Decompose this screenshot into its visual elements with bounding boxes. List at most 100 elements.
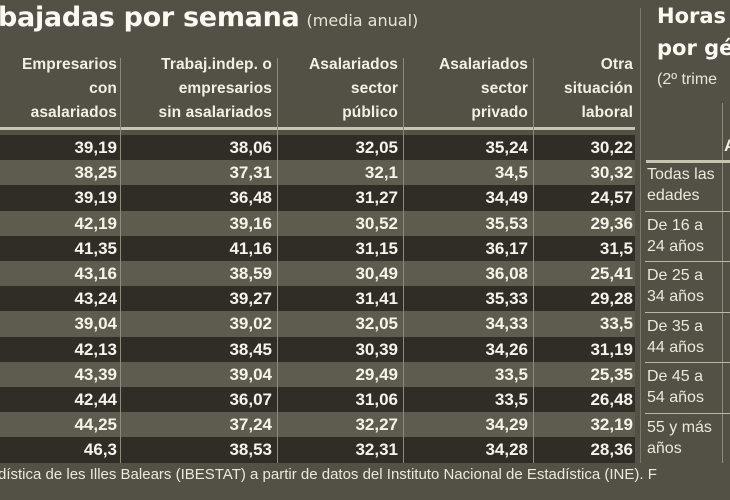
column-header-line: Asalariados bbox=[309, 56, 398, 73]
table-row: 43,24 39,27 31,41 35,33 29,28 bbox=[0, 286, 635, 312]
title-main: bajadas por semana bbox=[0, 2, 300, 33]
age-group-label-line: 44 años bbox=[647, 338, 704, 356]
column-header-line: Trabaj.indep. o bbox=[161, 56, 272, 73]
column-header: Otra situación laboral bbox=[535, 53, 633, 127]
table-cell: 31,06 bbox=[355, 390, 398, 409]
age-group-label-line: De 45 a bbox=[647, 368, 704, 385]
column-divider bbox=[533, 58, 534, 463]
column-header: Empresarios con asalariados bbox=[0, 53, 117, 127]
table-cell: 29,49 bbox=[355, 364, 398, 384]
table-cell: 31,19 bbox=[590, 339, 633, 359]
table-cell: 29,28 bbox=[590, 289, 633, 309]
age-group-label-line: De 16 a bbox=[647, 216, 704, 234]
age-group-rule bbox=[645, 261, 730, 262]
table-row: 44,25 37,24 32,27 34,29 32,19 bbox=[0, 412, 635, 438]
table-cell: 35,53 bbox=[485, 213, 528, 233]
table-cell: 36,48 bbox=[229, 188, 272, 208]
table-cell: 32,05 bbox=[355, 314, 398, 334]
table-cell: 39,02 bbox=[229, 314, 272, 334]
table-cell: 41,35 bbox=[74, 238, 117, 258]
age-group-label-line: Todas las bbox=[647, 166, 715, 183]
table-cell: 31,41 bbox=[355, 289, 398, 309]
table-cell: 31,27 bbox=[355, 188, 398, 208]
table-cell: 34,33 bbox=[485, 314, 528, 334]
table-cell: 46,3 bbox=[83, 440, 117, 460]
table-cell: 33,5 bbox=[599, 314, 633, 334]
table-cell: 42,19 bbox=[74, 213, 117, 233]
table-cell: 39,04 bbox=[74, 314, 117, 334]
table-cell: 30,22 bbox=[590, 138, 633, 157]
column-header-line: público bbox=[342, 104, 398, 121]
table-cell: 32,27 bbox=[355, 415, 398, 435]
column-divider bbox=[403, 58, 404, 463]
table-cell: 38,25 bbox=[74, 163, 117, 183]
table-cell: 30,49 bbox=[355, 264, 398, 283]
table-cell: 32,05 bbox=[355, 138, 398, 157]
column-header-line: Empresarios bbox=[21, 56, 117, 73]
table-cell: 42,13 bbox=[74, 339, 117, 359]
column-header-line: sin asalariados bbox=[158, 104, 272, 121]
table-cell: 36,17 bbox=[485, 238, 528, 258]
table-cell: 38,53 bbox=[229, 440, 272, 460]
column-header: Asalariados sector público bbox=[279, 53, 398, 127]
table-cell: 32,19 bbox=[590, 415, 633, 435]
table-cell: 34,28 bbox=[485, 440, 528, 460]
age-group-rule bbox=[645, 210, 730, 212]
table-cell: 43,16 bbox=[74, 264, 117, 283]
table-cell: 36,08 bbox=[485, 264, 528, 283]
table-cell: 39,04 bbox=[229, 364, 272, 384]
table-cell: 34,26 bbox=[485, 339, 528, 359]
age-group-label-line: 55 y más bbox=[647, 418, 712, 436]
age-group-rule bbox=[645, 311, 730, 313]
table-row: 39,19 36,48 31,27 34,49 24,57 bbox=[0, 185, 635, 211]
column-divider bbox=[277, 58, 278, 463]
age-group-label-line: 34 años bbox=[647, 288, 704, 305]
column-divider bbox=[120, 58, 121, 463]
column-header: Asalariados sector privado bbox=[405, 53, 528, 127]
table-cell: 39,19 bbox=[74, 188, 117, 208]
table-cell: 31,15 bbox=[355, 238, 398, 258]
age-group-label: De 45 a 54 años bbox=[647, 366, 723, 408]
table-cell: 30,39 bbox=[355, 339, 398, 359]
table-cell: 39,27 bbox=[229, 289, 272, 309]
table-cell: 36,07 bbox=[229, 390, 272, 409]
table-cell: 34,29 bbox=[485, 415, 528, 435]
column-header-line: con bbox=[89, 80, 117, 97]
column-header-line: privado bbox=[471, 104, 528, 121]
age-group-label-line: 24 años bbox=[647, 237, 704, 255]
table-cell: 33,5 bbox=[494, 364, 528, 384]
table-cell: 34,49 bbox=[485, 188, 528, 208]
right-panel-column-head: A bbox=[724, 136, 730, 156]
column-header-line: sector bbox=[350, 80, 398, 97]
table-cell: 39,19 bbox=[74, 138, 117, 157]
age-group-label-line: años bbox=[647, 439, 682, 457]
table-cell: 29,36 bbox=[590, 213, 633, 233]
table-title: bajadas por semana (media anual) bbox=[0, 2, 418, 33]
table-cell: 38,06 bbox=[229, 138, 272, 157]
table-cell: 43,39 bbox=[74, 364, 117, 384]
right-panel-title-line2: por gé bbox=[657, 36, 730, 60]
table-row: 41,35 41,16 31,15 36,17 31,5 bbox=[0, 235, 635, 261]
column-header-line: empresarios bbox=[178, 80, 272, 97]
age-group-label: Todas las edades bbox=[647, 164, 723, 206]
table-row: 39,19 38,06 32,05 35,24 30,22 bbox=[0, 135, 635, 161]
table-cell: 44,25 bbox=[74, 415, 117, 435]
table-cell: 42,44 bbox=[74, 390, 117, 409]
table-cell: 33,5 bbox=[494, 390, 528, 409]
table-cell: 28,36 bbox=[590, 440, 633, 460]
right-panel-title-line1: Horas bbox=[657, 4, 727, 28]
panel-inner-divider bbox=[722, 103, 723, 463]
table-cell: 24,57 bbox=[590, 188, 633, 208]
age-group-label-line: De 35 a bbox=[647, 317, 704, 335]
age-group-label: De 35 a 44 años bbox=[647, 316, 723, 358]
header-rule bbox=[0, 127, 635, 130]
table-cell: 31,5 bbox=[599, 238, 633, 258]
table-row: 43,16 38,59 30,49 36,08 25,41 bbox=[0, 261, 635, 287]
table-row: 42,44 36,07 31,06 33,5 26,48 bbox=[0, 387, 635, 413]
age-group-rule bbox=[645, 412, 730, 414]
table-cell: 37,24 bbox=[229, 415, 272, 435]
column-header: Trabaj.indep. o empresarios sin asalariado… bbox=[122, 53, 272, 127]
title-sub: (media anual) bbox=[306, 11, 419, 30]
age-group-rule bbox=[645, 362, 730, 363]
age-group-label-line: edades bbox=[647, 187, 700, 204]
